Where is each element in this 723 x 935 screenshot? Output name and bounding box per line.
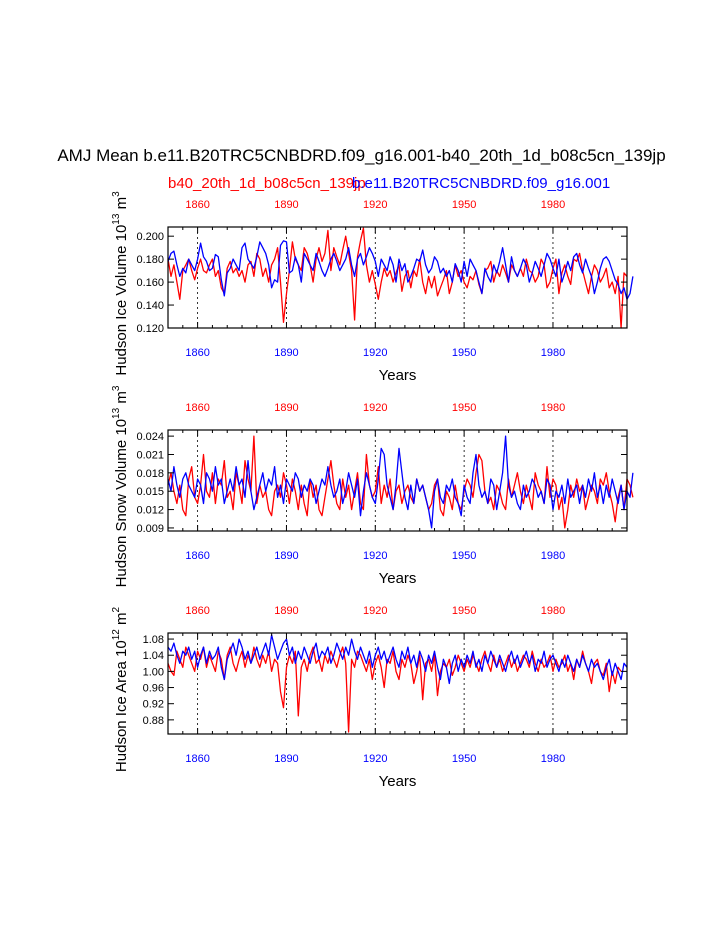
x-tick-label-bottom: 1860 [185, 550, 209, 562]
x-tick-label-top: 1860 [185, 402, 209, 414]
y-tick-label: 1.08 [143, 634, 164, 646]
panel-1: 0.120 0.140 0.160 0.180 0.200 1860 1860 1890 189… [111, 191, 634, 384]
y-tick-label: 0.021 [136, 449, 164, 461]
x-tick-label-bottom: 1980 [541, 347, 565, 359]
series-line-blue [167, 435, 634, 529]
x-tick-label-bottom: 1860 [185, 753, 209, 765]
x-tick-label-top: 1890 [274, 605, 298, 617]
y-tick-label: 0.88 [143, 715, 164, 727]
x-tick-label-bottom: 1950 [452, 753, 476, 765]
y-tick-label: 0.200 [136, 231, 164, 243]
x-tick-label-top: 1980 [541, 605, 565, 617]
y-axis-label-part: 2 [111, 607, 122, 613]
x-tick-label-bottom: 1920 [363, 347, 387, 359]
x-tick-label-top: 1980 [541, 402, 565, 414]
plot-frame [167, 226, 628, 329]
x-tick-label-top: 1920 [363, 605, 387, 617]
x-tick-label-bottom: 1890 [274, 753, 298, 765]
x-tick-label-bottom: 1920 [363, 550, 387, 562]
y-axis-label: Hudson Snow Volume 1013 m3 [111, 385, 130, 587]
chart-title: AMJ Mean b.e11.B20TRC5CNBDRD.f09_g16.001… [57, 146, 666, 165]
x-tick-label-bottom: 1920 [363, 753, 387, 765]
x-tick-label-bottom: 1890 [274, 347, 298, 359]
y-tick-label: 0.009 [136, 523, 164, 535]
x-tick-label-top: 1950 [452, 605, 476, 617]
y-tick-label: 0.140 [136, 300, 164, 312]
x-tick-label-top: 1860 [185, 199, 209, 211]
x-tick-label-bottom: 1890 [274, 550, 298, 562]
x-tick-label-bottom: 1980 [541, 753, 565, 765]
y-axis-label: Hudson Ice Volume 1013 m3 [111, 191, 130, 376]
x-tick-label-bottom: 1860 [185, 347, 209, 359]
y-axis-label-part: m [113, 613, 130, 630]
x-tick-label-top: 1980 [541, 199, 565, 211]
y-axis-label-part: m [113, 391, 130, 408]
x-tick-label-bottom: 1950 [452, 347, 476, 359]
y-axis-label-part: m [113, 197, 130, 214]
plot-frame [167, 429, 628, 532]
y-axis-label-part: Hudson Snow Volume 10 [113, 419, 130, 587]
y-tick-label: 0.120 [136, 323, 164, 335]
legend-red-label: b40_20th_1d_b08c5cn_139jp [168, 175, 366, 192]
y-tick-label: 0.96 [143, 683, 164, 695]
y-tick-label: 0.024 [136, 431, 164, 443]
panel-2: 0.009 0.012 0.015 0.018 0.021 0.024 1860 1860 18… [111, 385, 634, 587]
y-axis-label-part: 3 [111, 191, 122, 197]
y-axis-label-part: 12 [111, 629, 122, 641]
y-axis-label: Hudson Ice Area 1012 m2 [111, 607, 130, 773]
y-tick-label: 0.180 [136, 254, 164, 266]
y-axis-label-part: 13 [111, 213, 122, 225]
x-tick-label-top: 1920 [363, 199, 387, 211]
y-axis-label-part: Hudson Ice Area 10 [113, 640, 130, 772]
y-tick-label: 0.160 [136, 277, 164, 289]
x-tick-label-top: 1950 [452, 402, 476, 414]
x-tick-label-top: 1920 [363, 402, 387, 414]
legend-blue-label: b.e11.B20TRC5CNBDRD.f09_g16.001 [352, 175, 611, 192]
y-axis-label-part: 3 [111, 385, 122, 391]
series-line-red [167, 646, 622, 733]
y-tick-label: 1.00 [143, 666, 164, 678]
y-tick-label: 0.92 [143, 699, 164, 711]
panel-3: 0.88 0.92 0.96 1.00 1.04 1.08 1860 1860 1890 1890… [111, 605, 628, 790]
x-tick-label-top: 1890 [274, 199, 298, 211]
y-tick-label: 0.015 [136, 486, 164, 498]
y-tick-label: 0.018 [136, 468, 164, 480]
plot-frame [167, 632, 628, 735]
y-axis-label-part: Hudson Ice Volume 10 [113, 225, 130, 376]
x-axis-label: Years [379, 570, 417, 587]
x-tick-label-top: 1890 [274, 402, 298, 414]
x-axis-label: Years [379, 367, 417, 384]
series-line-blue [167, 240, 634, 300]
y-axis-label-part: 13 [111, 407, 122, 419]
series-line-blue [167, 634, 628, 685]
y-tick-label: 1.04 [143, 650, 164, 662]
x-tick-label-top: 1950 [452, 199, 476, 211]
x-tick-label-top: 1860 [185, 605, 209, 617]
x-tick-label-bottom: 1980 [541, 550, 565, 562]
series-line-red [167, 227, 628, 329]
x-tick-label-bottom: 1950 [452, 550, 476, 562]
x-axis-label: Years [379, 773, 417, 790]
series-line-red [167, 435, 634, 529]
y-tick-label: 0.012 [136, 505, 164, 517]
